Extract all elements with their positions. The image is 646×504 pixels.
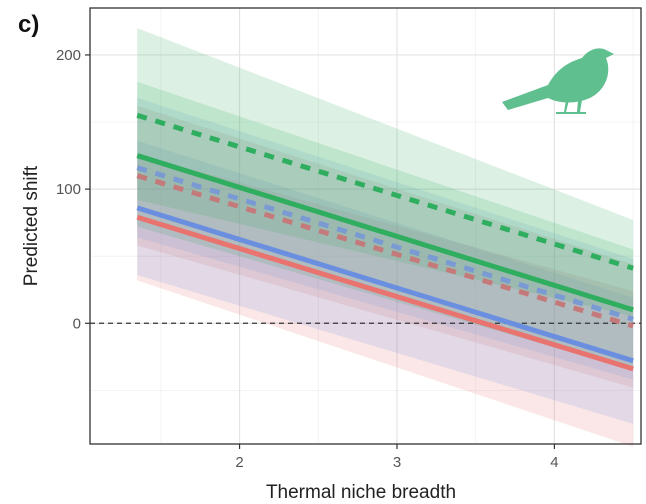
y-axis-title: Predicted shift [21, 165, 42, 286]
y-tick-label: 0 [73, 315, 81, 332]
series-lines [136, 112, 634, 372]
x-tick-label: 4 [550, 454, 558, 471]
x-tick-label: 3 [393, 454, 401, 471]
confidence-ribbon-6 [137, 28, 634, 317]
x-tick-label: 2 [235, 454, 243, 471]
series-line-5 [136, 153, 634, 313]
y-tick-label: 100 [56, 181, 81, 198]
confidence-ribbon-4 [137, 97, 634, 380]
x-axis-title: Thermal niche breadth [266, 482, 456, 503]
confidence-ribbon-5 [137, 81, 634, 371]
plot-border [89, 7, 642, 445]
series-line-1 [136, 214, 634, 372]
y-tick-label: 200 [56, 47, 81, 64]
confidence-ribbons [137, 28, 634, 447]
panel-label: c) [18, 11, 39, 38]
confidence-ribbon-3 [137, 105, 634, 388]
axis-ticks: 2 3 4 0 100 200 [56, 47, 559, 471]
series-line-2 [136, 205, 634, 364]
confidence-ribbon-1 [137, 154, 634, 447]
bird-silhouette-icon [502, 48, 614, 114]
